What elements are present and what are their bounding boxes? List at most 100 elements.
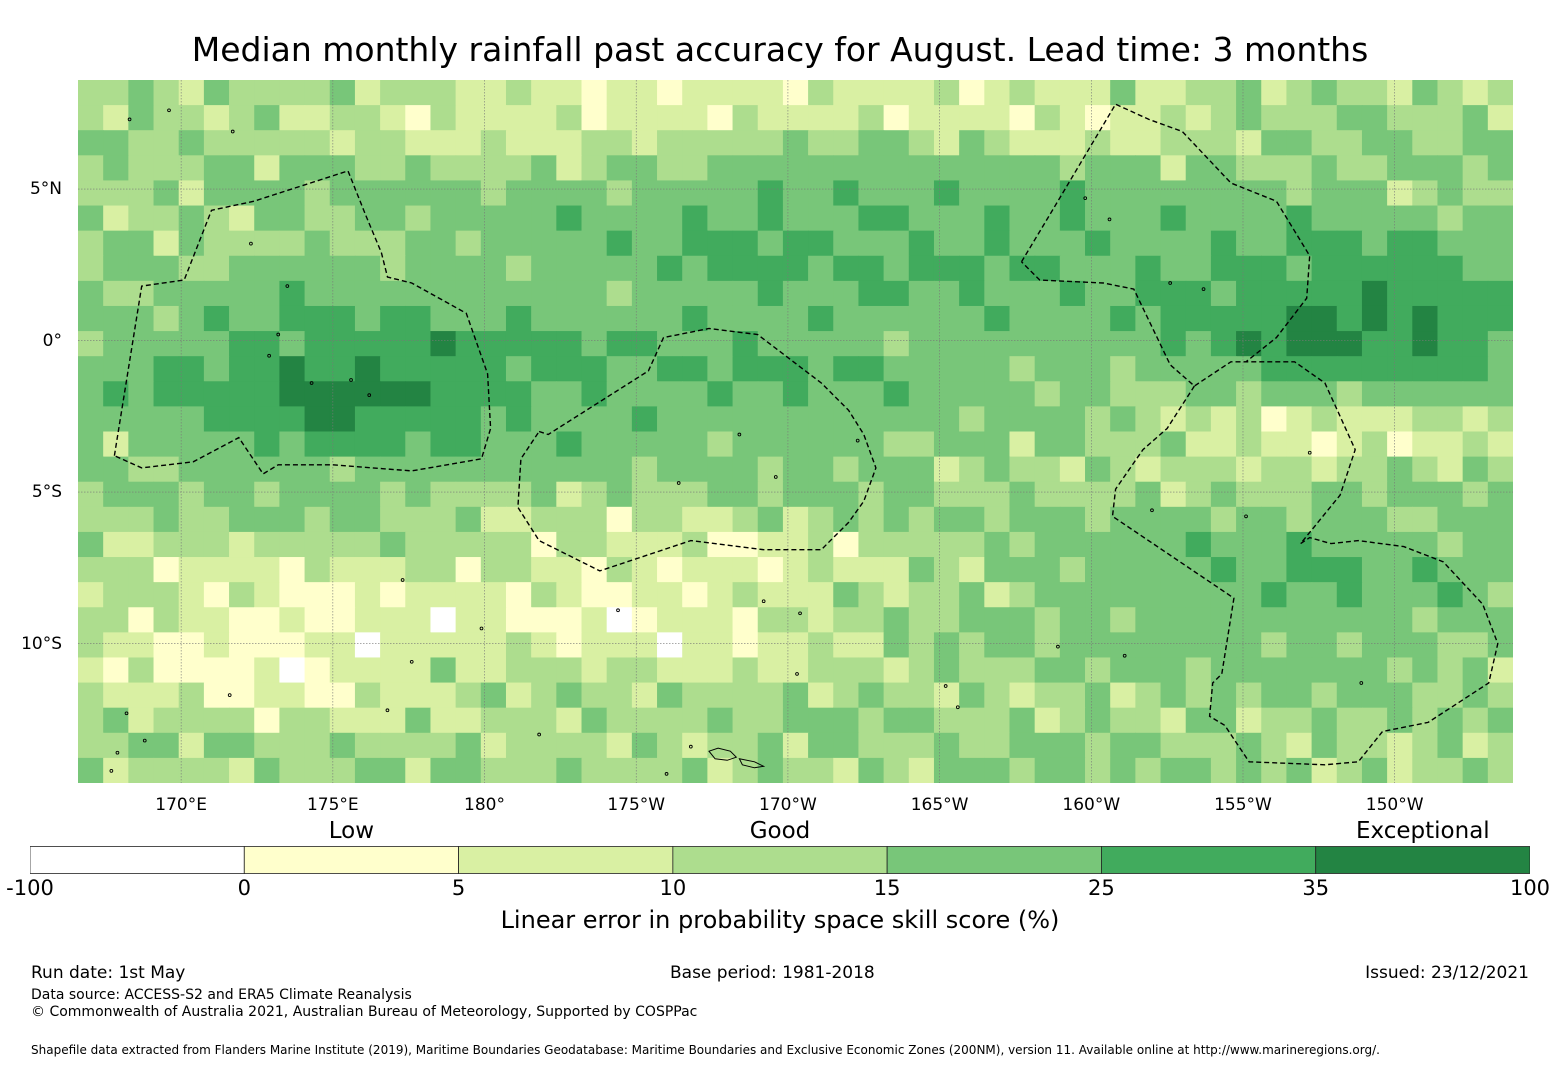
skill-cell: [1311, 155, 1338, 182]
skill-cell: [657, 607, 683, 633]
skill-cell: [304, 456, 331, 483]
island-speck: [267, 353, 271, 358]
skill-cell: [1034, 707, 1061, 734]
skill-cell: [1412, 732, 1439, 759]
skill-cell: [556, 255, 583, 282]
skill-cell: [480, 582, 507, 608]
skill-cell: [329, 205, 356, 232]
skill-cell: [732, 305, 759, 332]
skill-cell: [732, 732, 759, 759]
skill-cell: [505, 456, 532, 483]
skill-cell: [354, 155, 381, 182]
skill-cell: [1210, 481, 1237, 508]
skill-cell: [1437, 255, 1464, 282]
skill-cell: [757, 180, 784, 207]
skill-cell: [78, 381, 104, 407]
skill-cell: [1336, 632, 1363, 659]
skill-cell: [908, 431, 935, 458]
skill-cell: [732, 331, 759, 357]
skill-cell: [1261, 431, 1288, 458]
skill-cell: [1487, 531, 1513, 558]
skill-cell: [1412, 105, 1439, 131]
skill-cell: [1059, 381, 1086, 407]
skill-cell: [153, 155, 180, 182]
skill-cell: [1261, 80, 1288, 106]
skill-cell: [757, 356, 784, 382]
skill-cell: [1135, 180, 1162, 207]
skill-cell: [1261, 130, 1288, 156]
chart-title: Median monthly rainfall past accuracy fo…: [191, 30, 1369, 69]
skill-cell: [103, 280, 129, 307]
skill-cell: [455, 732, 482, 759]
skill-cell: [833, 280, 860, 307]
skill-cell: [1387, 557, 1413, 583]
skill-cell: [1009, 682, 1036, 709]
skill-cell: [531, 456, 557, 483]
skill-cell: [1059, 80, 1086, 106]
skill-cell: [883, 280, 910, 307]
skill-cell: [631, 757, 658, 783]
skill-cell: [1135, 531, 1162, 558]
skill-cell: [480, 607, 507, 633]
skill-cell: [1286, 331, 1313, 357]
skill-cell: [405, 582, 432, 608]
skill-cell: [380, 130, 406, 156]
skill-cell: [405, 230, 432, 257]
skill-cell: [203, 155, 230, 182]
skill-cell: [1412, 155, 1439, 182]
lon-tick-label: 160°W: [1062, 795, 1121, 815]
skill-cell: [1437, 456, 1464, 483]
skill-cell: [1210, 707, 1237, 734]
skill-cell: [1034, 506, 1061, 533]
skill-cell: [455, 130, 482, 156]
island-speck: [309, 381, 314, 385]
skill-cell: [1261, 381, 1288, 407]
skill-cell: [430, 582, 457, 608]
skill-cell: [1261, 205, 1288, 232]
skill-cell: [757, 155, 784, 182]
skill-cell: [1311, 381, 1338, 407]
skill-cell: [1437, 331, 1464, 357]
skill-cell: [631, 331, 658, 357]
skill-cell: [1034, 130, 1061, 156]
skill-cell: [78, 732, 104, 759]
skill-cell: [606, 305, 633, 332]
skill-cell: [1059, 105, 1086, 131]
skill-cell: [78, 356, 104, 382]
skill-cell: [883, 657, 910, 684]
skill-cell: [631, 557, 658, 583]
skill-cell: [631, 155, 658, 182]
skill-cell: [707, 155, 734, 182]
skill-cell: [455, 105, 482, 131]
skill-cell: [304, 305, 331, 332]
skill-cell: [430, 80, 457, 106]
skill-cell: [732, 456, 759, 483]
skill-cell: [1437, 582, 1464, 608]
skill-cell: [1336, 205, 1363, 232]
skill-cell: [455, 80, 482, 106]
skill-cell: [254, 506, 281, 533]
skill-cell: [959, 757, 985, 783]
skill-cell: [1210, 280, 1237, 307]
island-speck: [537, 732, 541, 737]
skill-cell: [883, 356, 910, 382]
skill-cell: [581, 707, 608, 734]
skill-cell: [1135, 707, 1162, 734]
skill-cell: [1261, 582, 1288, 608]
skill-cell: [480, 155, 507, 182]
skill-cell: [1387, 105, 1413, 131]
skill-cell: [782, 557, 809, 583]
skill-cell: [1487, 406, 1513, 433]
skill-cell: [1412, 255, 1439, 282]
skill-cell: [1412, 481, 1439, 508]
skill-cell: [933, 155, 960, 182]
skill-cell: [304, 682, 331, 709]
skill-cell: [78, 657, 104, 684]
skill-cell: [556, 155, 583, 182]
skill-cell: [1009, 331, 1036, 357]
skill-cell: [178, 732, 205, 759]
skill-cell: [757, 105, 784, 131]
skill-cell: [808, 406, 834, 433]
skill-cell: [203, 607, 230, 633]
shapefile-note: Shapefile data extracted from Flanders M…: [31, 1043, 1380, 1057]
